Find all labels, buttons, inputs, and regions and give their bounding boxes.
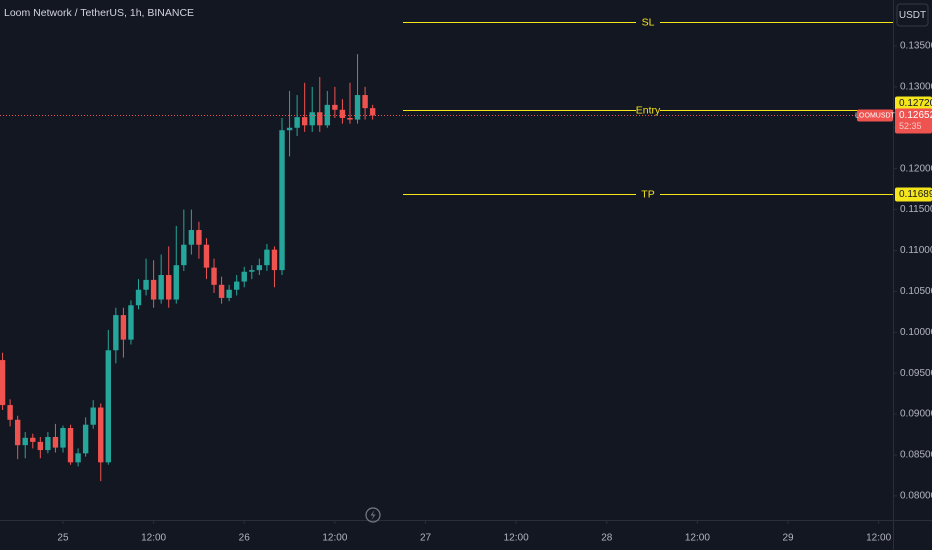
candle-body	[75, 453, 81, 463]
candle-body	[135, 289, 142, 306]
candle-body	[98, 407, 104, 463]
candle-body	[271, 249, 278, 271]
level-label-bg	[636, 15, 660, 30]
candle-body	[90, 407, 96, 425]
candle-body	[14, 419, 21, 446]
candle-body	[211, 267, 217, 285]
currency-button[interactable]	[896, 3, 929, 27]
candle-body	[301, 117, 308, 126]
candle-body	[0, 360, 6, 406]
level-label: Entry	[636, 104, 661, 116]
candle-body	[37, 441, 44, 451]
candle-body	[45, 436, 51, 451]
candle-body	[22, 437, 28, 446]
candle-body	[362, 95, 368, 109]
x-tick-label: 28	[601, 533, 613, 544]
candle-body	[67, 427, 74, 463]
candle-body	[188, 230, 195, 245]
symbol-box	[857, 109, 893, 122]
candle-body	[347, 117, 353, 120]
candle-body	[317, 112, 323, 126]
last-price-label: 0.12652	[899, 110, 932, 121]
x-tick-label: 12:00	[322, 533, 347, 544]
x-tick-label: 12:00	[685, 533, 710, 544]
candle-body	[150, 279, 157, 300]
candle-body	[60, 427, 66, 448]
candle-body	[241, 271, 247, 282]
candle-body	[309, 112, 315, 126]
y-tick-label: 0.11500	[900, 204, 932, 215]
x-tick-label: 12:00	[141, 533, 166, 544]
candle-body	[166, 275, 172, 300]
candle-body	[7, 405, 13, 420]
candle-body	[294, 117, 300, 128]
currency-label[interactable]: USDT	[899, 10, 926, 21]
countdown-label: 52:35	[899, 121, 922, 131]
candle-body	[203, 244, 210, 268]
candle-body	[354, 95, 361, 120]
level-price-label: 0.11689	[899, 189, 932, 200]
symbol-label: LOOMUSDT	[855, 112, 895, 119]
icon-circle[interactable]	[365, 507, 381, 523]
chart-title: Loom Network / TetherUS, 1h, BINANCE	[4, 7, 194, 19]
candle-body	[181, 244, 187, 266]
candle-body	[339, 109, 346, 118]
level-price-label: 0.12720	[899, 98, 932, 109]
candle-body	[52, 436, 59, 448]
x-tick-label: 25	[57, 533, 69, 544]
level-label-bg	[636, 103, 660, 118]
candle-body	[249, 270, 255, 272]
candle-body	[286, 127, 293, 131]
candle-body	[113, 315, 119, 351]
candle-body	[233, 281, 240, 290]
level-price-box	[895, 96, 932, 111]
candle-body	[82, 424, 89, 454]
level-price-box	[895, 187, 932, 202]
x-tick-label: 12:00	[866, 533, 891, 544]
candle-body	[196, 230, 202, 245]
candle-body	[128, 305, 134, 340]
y-tick-label: 0.13500	[900, 41, 932, 52]
candle-body	[332, 104, 338, 110]
candle-body	[369, 108, 376, 116]
last-price-box	[895, 108, 932, 134]
x-tick-label: 26	[239, 533, 251, 544]
candle-body	[30, 437, 36, 442]
y-tick-label: 0.11000	[900, 245, 932, 256]
candle-body	[218, 284, 225, 298]
x-tick-label: 29	[782, 533, 794, 544]
level-label: TP	[641, 188, 654, 200]
candle-body	[158, 275, 164, 300]
candle-body	[256, 265, 263, 271]
x-tick-label: 12:00	[504, 533, 529, 544]
candle-body	[105, 350, 112, 463]
level-label: SL	[642, 16, 655, 28]
candle-body	[264, 249, 270, 266]
candle-body	[120, 315, 127, 340]
candle-body	[173, 265, 179, 300]
icon-bolt[interactable]	[370, 510, 376, 520]
candle-body	[226, 289, 232, 298]
replay-icon[interactable]	[365, 507, 381, 523]
level-label-bg	[636, 187, 660, 202]
x-tick-label: 27	[420, 533, 432, 544]
candle-body	[143, 279, 149, 290]
candle-body	[279, 130, 285, 271]
